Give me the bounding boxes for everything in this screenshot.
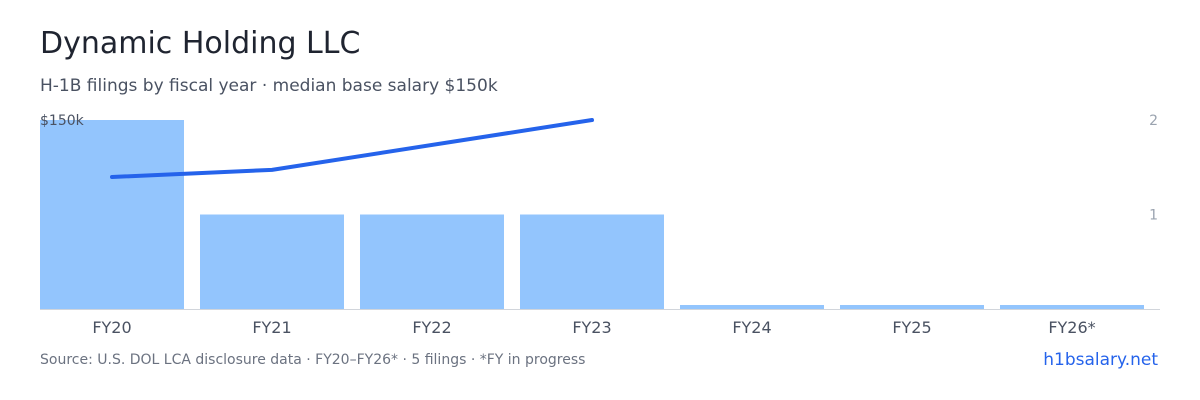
bar-fy21 [200,214,344,309]
right-axis-tick: 2 [1149,113,1158,129]
chart-title: Dynamic Holding LLC [40,26,361,61]
source-note: Source: U.S. DOL LCA disclosure data · F… [40,352,586,368]
x-tick-label: FY25 [892,318,931,337]
x-tick-label: FY22 [412,318,451,337]
x-tick-label: FY26* [1048,318,1095,337]
bar-fy23 [520,214,664,309]
bar-fy25 [840,305,984,309]
bar-fy26 [1000,305,1144,309]
x-tick-label: FY20 [92,318,131,337]
bar-fy22 [360,214,504,309]
salary-line [110,118,594,179]
left-axis-label: $150k [40,113,85,129]
x-tick-label: FY24 [732,318,771,337]
site-link[interactable]: h1bsalary.net [1043,350,1158,370]
chart-subtitle: H-1B filings by fiscal year · median bas… [40,76,498,96]
x-tick-label: FY21 [252,318,291,337]
bar-fy20 [40,120,184,309]
bar-fy24 [680,305,824,309]
right-axis-tick: 1 [1149,208,1158,224]
x-tick-label: FY23 [572,318,611,337]
